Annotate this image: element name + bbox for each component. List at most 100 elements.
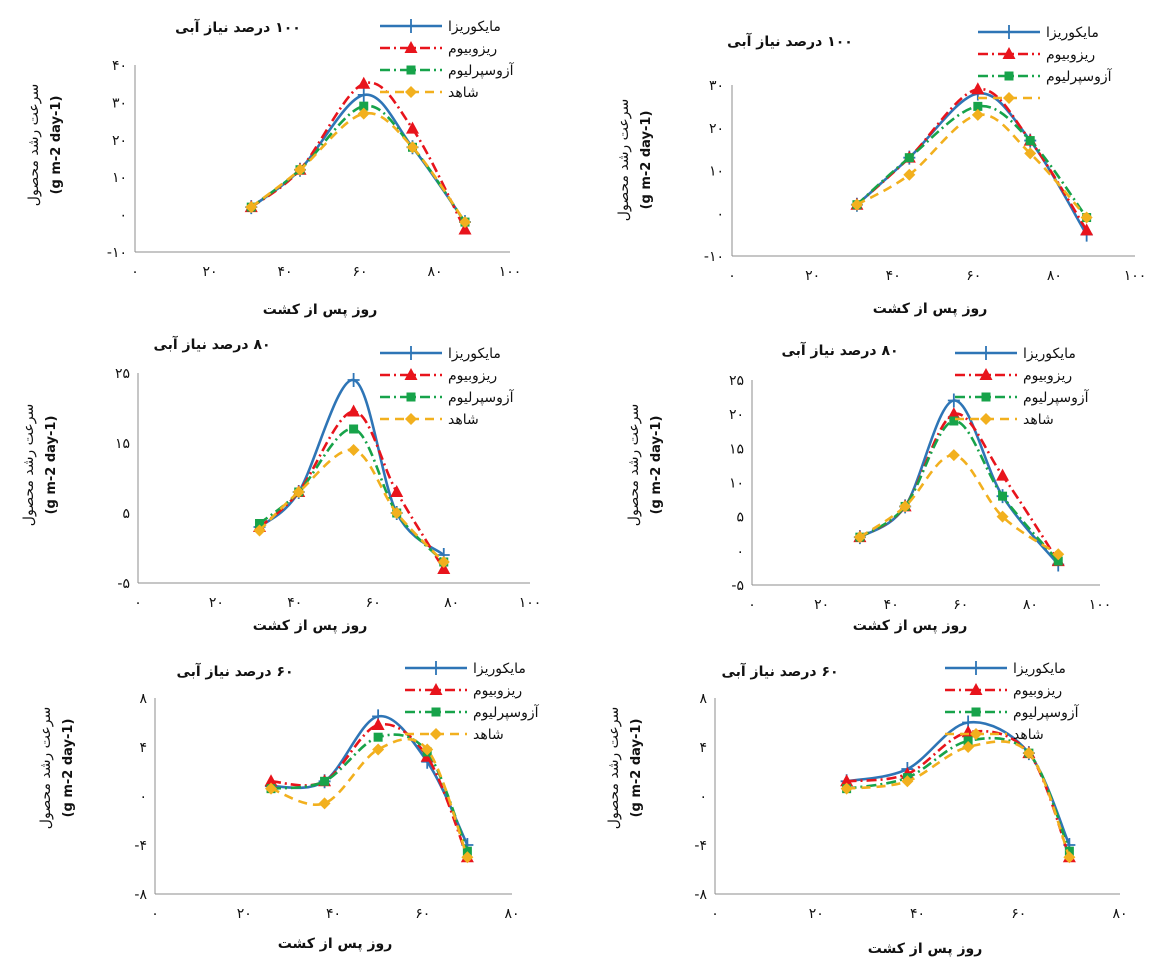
- data-point: [996, 468, 1010, 481]
- legend: مایکوریزا ریزوبیوم آزوسپرلیوم شاهد: [380, 19, 515, 101]
- y-tick-label: ۲۰: [112, 133, 127, 149]
- x-tick-label: ۶۰: [1011, 906, 1026, 922]
- x-tick-label: ۰: [711, 906, 719, 922]
- y-tick-label: ۴: [139, 740, 147, 756]
- x-tick-label: ۸۰: [1047, 268, 1062, 284]
- y-axis-label-group: سرعت رشد محصول (g m-2 day-1): [26, 84, 64, 206]
- data-point: [459, 216, 471, 229]
- x-tick-label: ۶۰: [966, 268, 981, 284]
- data-point: [840, 774, 854, 787]
- data-point: [1080, 223, 1094, 236]
- chart-title: ۱۰۰ درصد نیاز آبی: [727, 32, 853, 50]
- series-azospirillum: [255, 424, 449, 567]
- legend-label: مایکوریزا: [1046, 25, 1099, 41]
- series-line: [859, 412, 1060, 562]
- data-point: [292, 486, 305, 498]
- legend-marker: [979, 368, 993, 380]
- y-axis-unit: (g m-2 day-1): [629, 719, 644, 818]
- axes: -۵ ۵ ۱۵ ۲۵ ۰ ۲۰ ۴۰ ۶۰ ۸۰ ۱۰۰: [115, 366, 541, 611]
- data-point: [357, 76, 371, 89]
- legend-marker: [404, 41, 418, 53]
- y-axis-unit: (g m-2 day-1): [649, 416, 664, 515]
- series-line: [859, 453, 1059, 556]
- legend-label: شاهد: [1013, 727, 1044, 743]
- data-point: [899, 500, 912, 513]
- legend-label: مایکوریزا: [1013, 661, 1066, 677]
- series-control: [850, 108, 1093, 224]
- chart-title: ۸۰ درصد نیاز آبی: [781, 341, 898, 359]
- legend-marker: [429, 683, 443, 695]
- data-point: [949, 416, 959, 426]
- legend-label: ریزوبیوم: [448, 368, 497, 384]
- data-point: [996, 510, 1009, 523]
- series-line: [270, 722, 469, 858]
- x-tick-label: ۴۰: [910, 906, 925, 922]
- y-tick-label: ۸: [139, 691, 147, 707]
- legend-marker: [430, 661, 442, 675]
- x-tick-label: ۰: [131, 264, 139, 280]
- legend-label: شاهد: [1023, 412, 1054, 428]
- legend-marker: [971, 707, 981, 717]
- y-axis-label: سرعت رشد محصول: [606, 707, 622, 829]
- data-point: [372, 743, 385, 756]
- series-azospirillum: [852, 101, 1092, 223]
- series-line: [258, 378, 445, 557]
- data-point: [962, 741, 975, 753]
- x-tick-label: ۴۰: [884, 597, 899, 613]
- y-tick-label: ۰: [139, 789, 147, 805]
- y-tick-label: ۲۰: [709, 121, 724, 137]
- y-tick-label: ۵: [122, 506, 130, 522]
- series-azospirillum: [246, 101, 470, 227]
- x-axis-label: روز پس از کشت: [253, 618, 368, 634]
- y-tick-label: ۳۰: [709, 78, 724, 94]
- y-tick-label: -۵: [117, 576, 130, 592]
- series-line: [258, 410, 445, 570]
- legend-label: شاهد: [448, 85, 479, 101]
- legend-marker: [1004, 71, 1014, 81]
- y-tick-label: ۵: [736, 510, 744, 526]
- series-line: [859, 419, 1060, 562]
- data-point: [947, 407, 961, 420]
- legend-label: آزوسپرلیوم: [473, 704, 540, 721]
- x-axis-label: روز پس از کشت: [853, 618, 968, 634]
- data-point: [357, 107, 370, 120]
- data-point: [853, 531, 866, 544]
- x-tick-label: ۶۰: [366, 595, 381, 611]
- data-point: [265, 782, 278, 795]
- data-point: [458, 222, 472, 235]
- data-point: [1024, 147, 1037, 160]
- x-tick-label: ۰: [748, 597, 756, 613]
- y-axis-label: سرعت رشد محصول: [616, 99, 632, 221]
- chart-title: ۶۰ درصد نیاز آبی: [721, 662, 838, 680]
- legend-label: مایکوریزا: [448, 346, 501, 362]
- legend: مایکوریزا ریزوبیوم آزوسپرلیوم شاهد: [405, 661, 540, 743]
- data-point: [840, 782, 853, 795]
- series-rhizobium: [244, 76, 472, 235]
- x-axis-label: روز پس از کشت: [278, 936, 393, 952]
- data-point: [357, 87, 370, 102]
- x-tick-label: ۰: [134, 595, 142, 611]
- legend: مایکوریزا ریزوبیوم آزوسپرلیوم: [978, 25, 1113, 104]
- legend-marker: [1003, 25, 1015, 39]
- x-tick-label: ۲۰: [814, 597, 829, 613]
- y-tick-label: ۰: [119, 208, 127, 224]
- legend: مایکوریزا ریزوبیوم آزوسپرلیوم شاهد: [955, 346, 1090, 428]
- series-azospirillum: [842, 736, 1074, 856]
- x-tick-label: ۶۰: [415, 906, 430, 922]
- y-axis-label-group: سرعت رشد محصول (g m-2 day-1): [616, 99, 654, 221]
- data-point: [347, 444, 360, 456]
- x-tick-label: ۰: [728, 268, 736, 284]
- legend-marker: [981, 392, 991, 402]
- legend-label: ریزوبیوم: [1023, 368, 1072, 384]
- data-point: [373, 732, 383, 742]
- series-mycorrhiza: [253, 373, 450, 562]
- data-point: [437, 556, 450, 568]
- series-control: [253, 444, 450, 568]
- series-line: [250, 111, 467, 223]
- x-axis-label: روز پس از کشت: [263, 302, 378, 318]
- data-point: [359, 101, 369, 111]
- legend-marker: [430, 728, 442, 740]
